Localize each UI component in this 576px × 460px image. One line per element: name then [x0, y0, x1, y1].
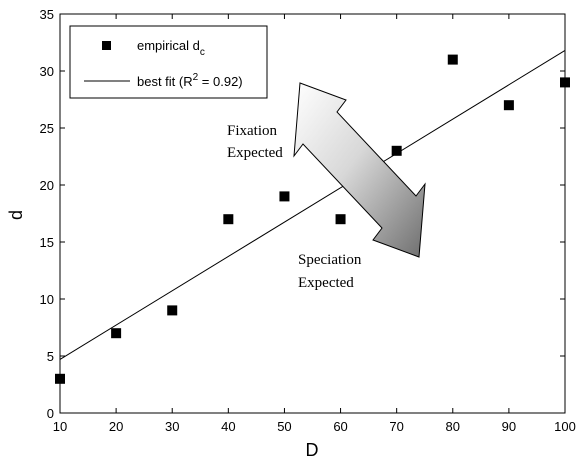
- data-point-marker: [279, 191, 290, 202]
- legend-label-empirical: empirical dc: [137, 38, 205, 58]
- fixation-annotation-line1: Fixation: [227, 123, 278, 139]
- legend-label-best-fit: best fit (R2 = 0.92): [137, 72, 243, 89]
- y-tick-label: 10: [40, 292, 54, 307]
- data-point-marker: [335, 214, 346, 225]
- y-tick-label: 35: [40, 7, 54, 22]
- y-tick-label: 25: [40, 121, 54, 136]
- speciation-annotation-line2: Expected: [298, 275, 354, 291]
- data-point-marker: [55, 373, 65, 384]
- data-point-marker: [111, 328, 122, 339]
- plot-area-frame: [59, 13, 566, 414]
- fixation-annotation-line2: Expected: [227, 145, 283, 161]
- x-tick-label: 20: [109, 419, 123, 434]
- best-fit-line: [59, 50, 566, 360]
- x-tick-label: 90: [502, 419, 516, 434]
- x-tick-label: 10: [53, 419, 67, 434]
- y-tick-label: 5: [47, 349, 54, 364]
- data-point-marker: [560, 77, 570, 88]
- legend-marker-square: [102, 41, 111, 50]
- data-point-marker: [167, 305, 178, 316]
- data-point-marker: [223, 214, 234, 225]
- x-tick-label: 70: [389, 419, 403, 434]
- x-tick-label: 30: [165, 419, 179, 434]
- best-fit-series: [59, 50, 566, 360]
- y-tick-label: 30: [40, 64, 54, 79]
- data-point-marker: [447, 54, 458, 65]
- y-tick-label: 15: [40, 235, 54, 250]
- x-tick-label: 50: [277, 419, 291, 434]
- y-tick-label: 0: [47, 406, 54, 421]
- x-tick-label: 80: [446, 419, 460, 434]
- plot-axes: [59, 13, 566, 414]
- data-point-marker: [503, 100, 514, 111]
- x-tick-label: 60: [333, 419, 347, 434]
- x-tick-label: 40: [221, 419, 235, 434]
- y-axis-label: d: [6, 210, 26, 220]
- x-axis-label: D: [306, 440, 319, 460]
- x-tick-label: 100: [554, 419, 576, 434]
- speciation-annotation-line1: Speciation: [298, 252, 362, 268]
- legend: empirical dc best fit (R2 = 0.92): [69, 25, 268, 99]
- empirical-series: [55, 54, 570, 384]
- y-tick-label: 20: [40, 178, 54, 193]
- double-arrow-icon: [293, 82, 426, 258]
- data-point-marker: [391, 145, 402, 156]
- axis-ticks: 10 20 30 40 50 60 70 80 90 100 0 5 10 15 20 25 30 35: [40, 7, 576, 434]
- legend-box: [69, 25, 268, 99]
